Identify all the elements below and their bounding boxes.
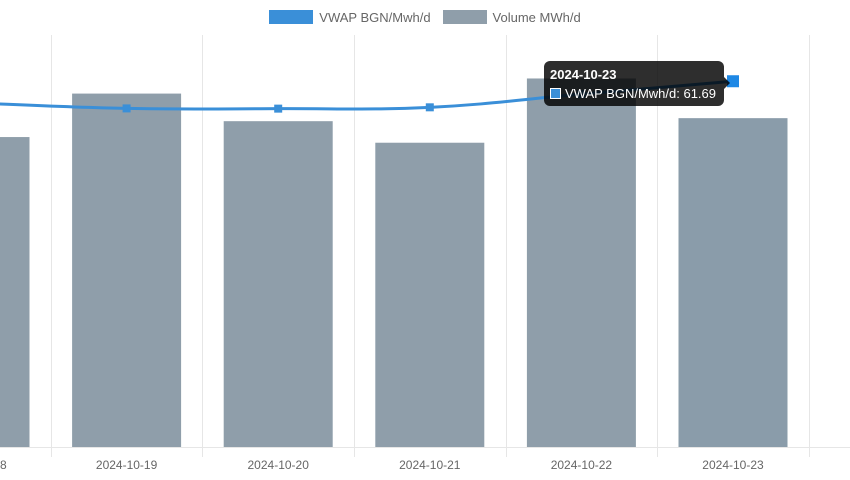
vwap-point <box>274 104 283 113</box>
x-axis: 8 2024-10-19 2024-10-20 2024-10-21 2024-10-2… <box>0 458 764 472</box>
x-tick-label: 2024-10-22 <box>551 458 613 472</box>
x-tick-label: 2024-10-23 <box>702 458 764 472</box>
x-tick-label: 2024-10-20 <box>248 458 310 472</box>
volume-bars <box>0 78 788 448</box>
x-tick-label: 2024-10-21 <box>399 458 461 472</box>
x-tick-label: 8 <box>0 458 7 472</box>
x-tick-label: 2024-10-19 <box>96 458 158 472</box>
volume-bar <box>375 142 485 447</box>
legend-label-vwap: VWAP BGN/Mwh/d <box>319 9 431 25</box>
volume-bar <box>678 118 788 448</box>
volume-bar <box>223 121 333 448</box>
tooltip-swatch <box>550 88 561 99</box>
volume-bar <box>0 137 30 447</box>
tooltip-body: VWAP BGN/Mwh/d: 61.69 <box>550 86 718 101</box>
legend-swatch-vwap <box>269 10 314 24</box>
legend: VWAP BGN/Mwh/d Volume MWh/d <box>0 7 850 27</box>
legend-swatch-volume <box>442 10 487 24</box>
tooltip-title: 2024-10-23 <box>550 67 617 82</box>
vwap-point-active <box>727 75 739 88</box>
volume-bar <box>72 93 182 447</box>
legend-label-volume: Volume MWh/d <box>492 9 581 25</box>
tooltip-label: VWAP BGN/Mwh/d: 61.69 <box>565 86 717 101</box>
legend-item-vwap[interactable]: VWAP BGN/Mwh/d <box>269 9 431 25</box>
tooltip: 2024-10-23 VWAP BGN/Mwh/d: 61.69 <box>544 61 730 106</box>
vwap-point <box>425 103 434 112</box>
vwap-point <box>122 104 131 113</box>
legend-item-volume[interactable]: Volume MWh/d <box>442 9 581 25</box>
volume-bar <box>526 78 636 447</box>
